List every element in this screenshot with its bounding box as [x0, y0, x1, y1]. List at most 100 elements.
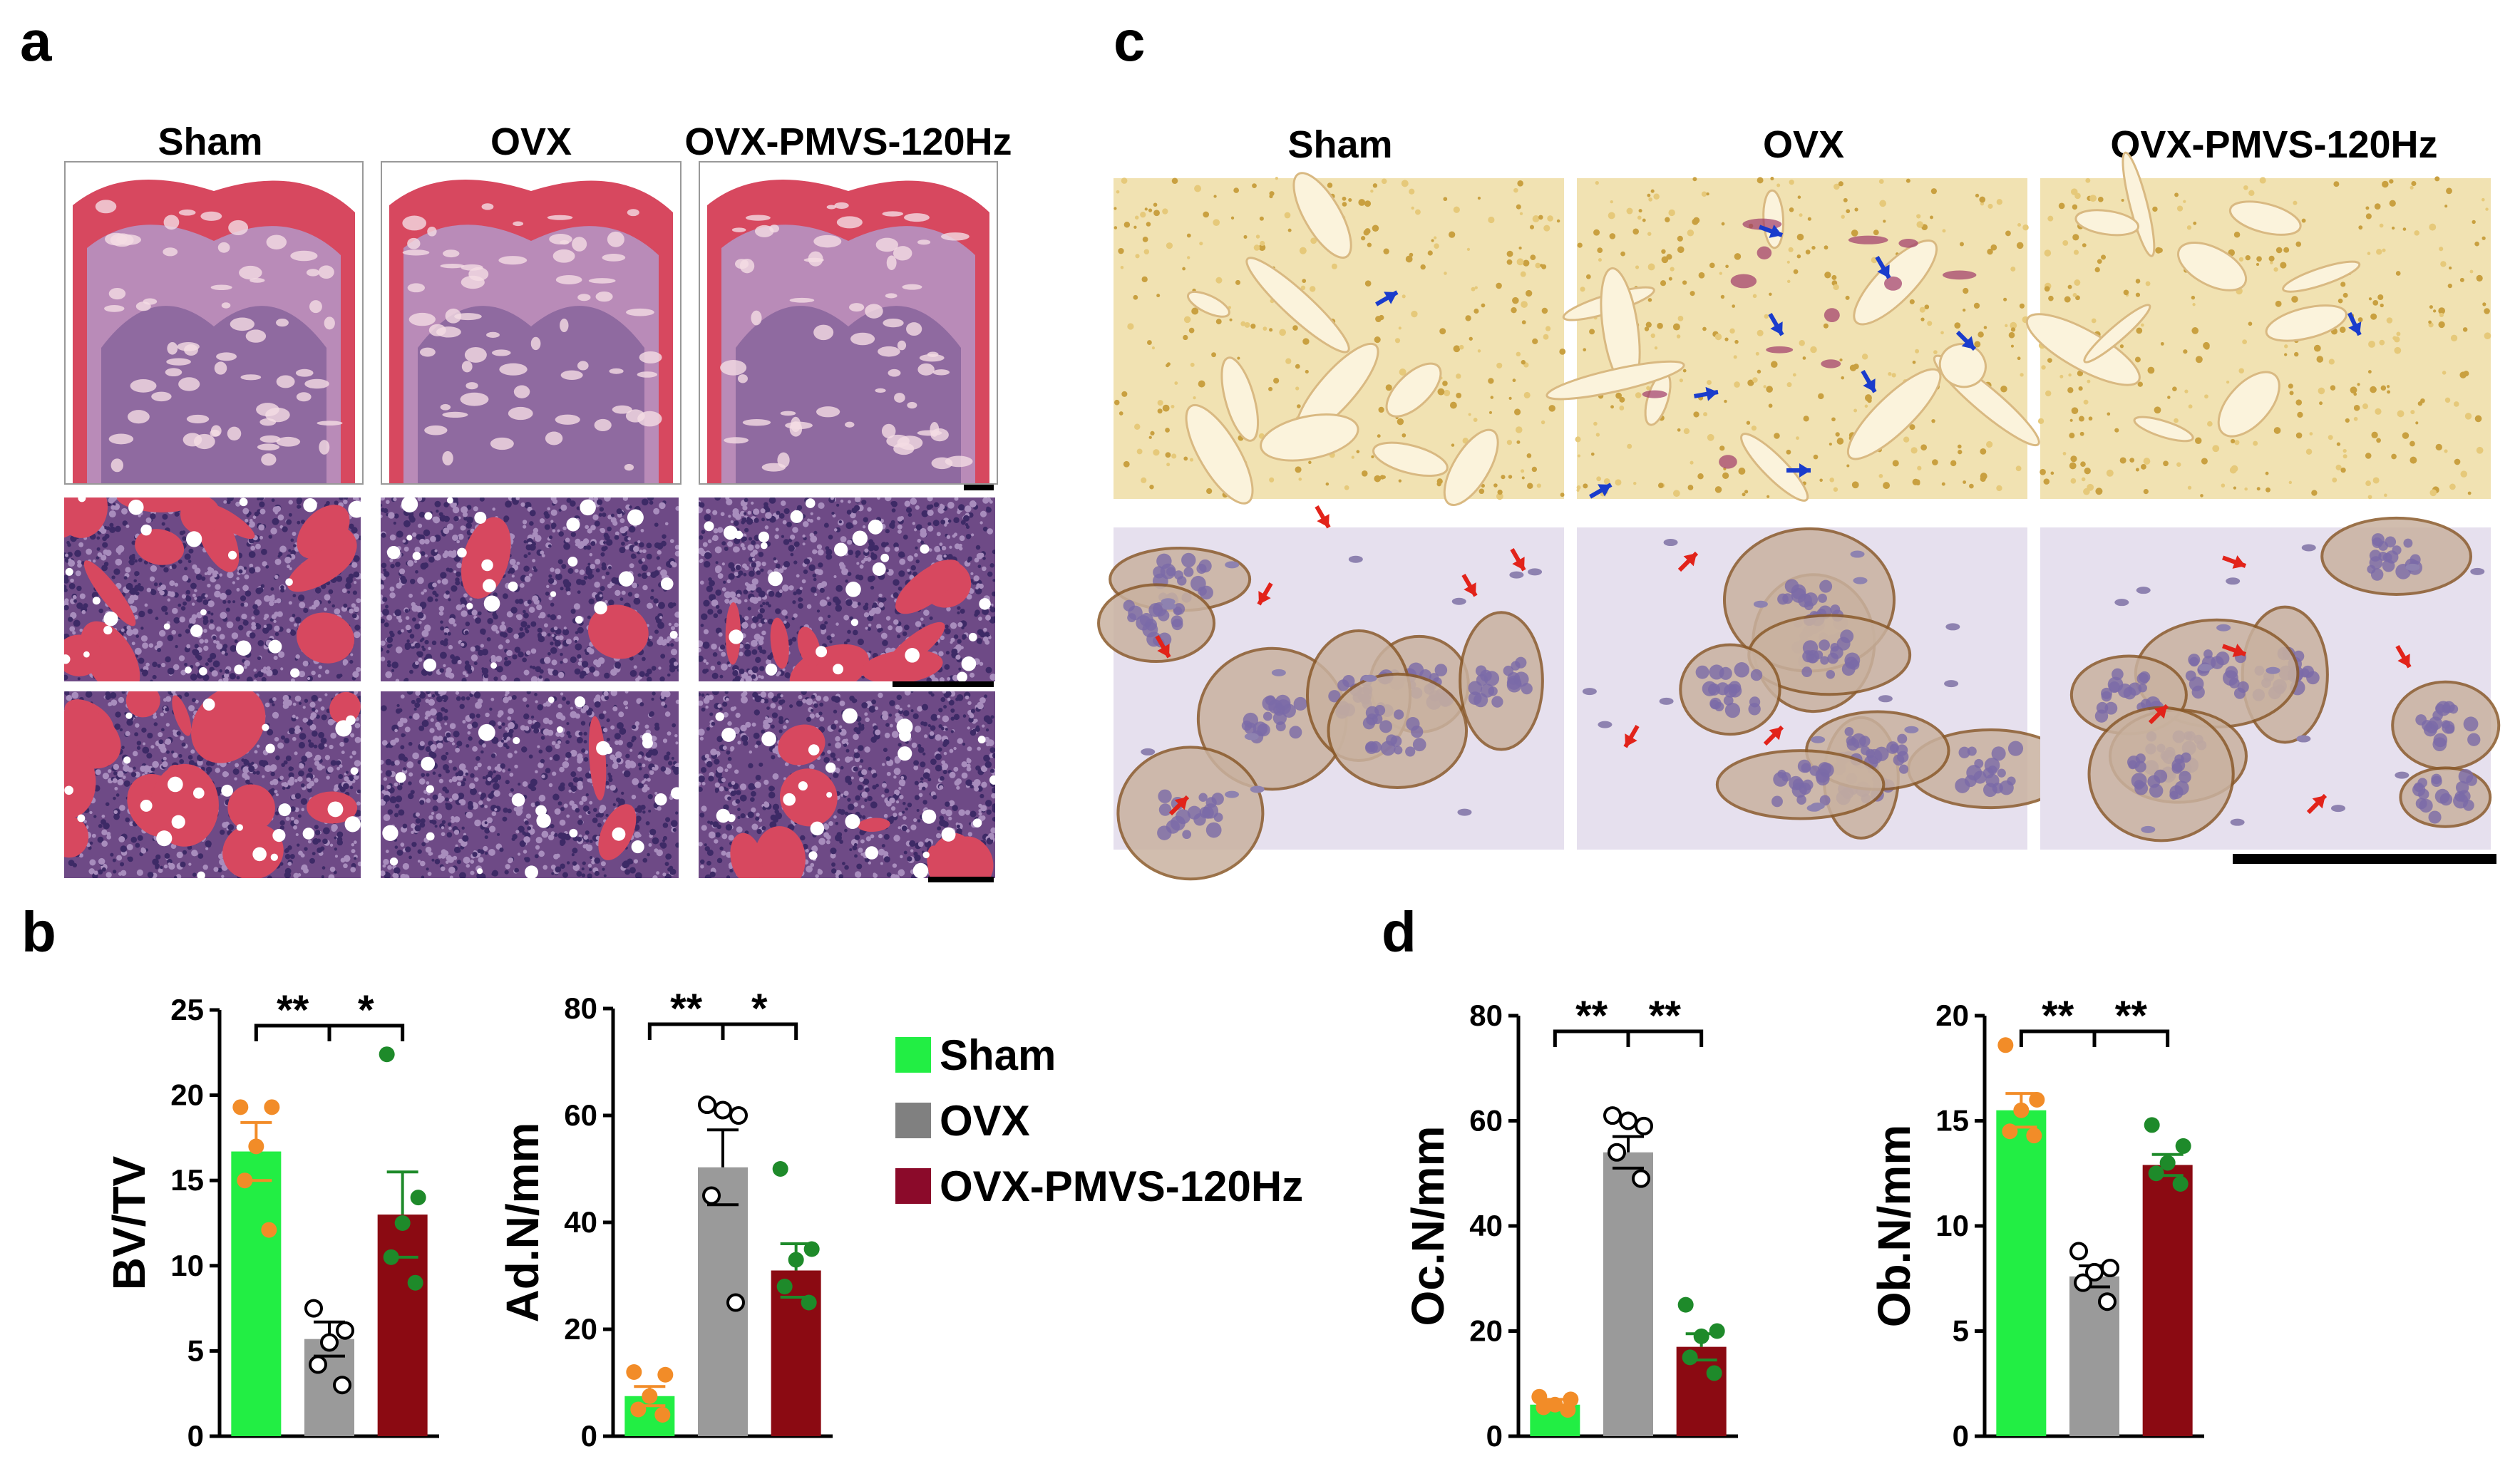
adipocyte-shape	[64, 785, 73, 795]
adipocyte-shape	[758, 531, 770, 542]
legend-swatch-sham	[895, 1037, 931, 1073]
adipocyte-shape	[168, 776, 183, 793]
trabecular-bone-shape	[287, 544, 356, 592]
data-point-ovx	[333, 1376, 351, 1395]
trabecular-bone-shape	[64, 497, 108, 538]
significance-bracket: **	[647, 986, 725, 1040]
data-point-pmvs	[1682, 1349, 1698, 1366]
adipocyte-shape	[513, 736, 520, 745]
data-point-pmvs	[394, 1215, 411, 1231]
adipocyte-shape	[382, 825, 398, 841]
data-point-ovx	[702, 1186, 721, 1205]
panel-a-label-sham: Sham	[158, 120, 263, 163]
adipocyte-shape	[466, 602, 473, 609]
trabecular-bone-shape	[770, 617, 789, 669]
significance-bracket: **	[254, 987, 331, 1041]
trabecular-bone-shape	[461, 517, 511, 599]
data-point-sham	[642, 1388, 658, 1404]
data-point-sham	[1997, 1037, 2014, 1053]
data-point-sham	[237, 1172, 253, 1189]
adipocyte-shape	[845, 814, 860, 830]
data-point-ovx	[698, 1095, 716, 1114]
adipocyte-shape	[574, 696, 586, 708]
adipocyte-shape	[810, 821, 825, 836]
trabecular-bone-shape	[730, 832, 763, 878]
significance-bracket: *	[721, 986, 798, 1040]
adipocyte-shape	[912, 862, 929, 878]
data-point-pmvs	[379, 1046, 395, 1063]
adipocyte-shape	[842, 708, 858, 724]
data-point-pmvs	[801, 1294, 817, 1311]
legend-swatch-pmvs	[895, 1168, 931, 1204]
bar-sham	[1996, 1110, 2047, 1436]
data-point-sham	[1536, 1399, 1552, 1416]
adipocyte-shape	[567, 557, 578, 567]
data-point-ovx	[309, 1355, 327, 1374]
y-tick-label: 20	[1469, 1314, 1503, 1348]
y-tick-label: 20	[1935, 999, 1969, 1032]
adipocyte-shape	[457, 547, 467, 558]
data-point-ovx	[726, 1293, 745, 1312]
bar-ovx-pmvs-120hz	[771, 1270, 821, 1436]
legend-item-sham: Sham	[895, 1026, 1303, 1083]
he-zoom-pmvs-image	[699, 497, 995, 681]
adipocyte-shape	[627, 509, 644, 526]
data-point-sham	[2013, 1102, 2030, 1118]
adipocyte-shape	[423, 658, 437, 672]
adipocyte-shape	[805, 498, 816, 508]
y-axis-label: Oc.N/mm	[1402, 1126, 1454, 1326]
adipocyte-shape	[979, 598, 991, 610]
bar-sham	[231, 1151, 282, 1436]
data-point-sham	[248, 1138, 264, 1155]
y-tick-label: 25	[170, 993, 204, 1026]
adipocyte-shape	[412, 552, 421, 561]
chart-ob-n-mm: 0 5 10 15 20 Ob.N/mm ** **	[1868, 993, 2204, 1453]
scale-bar-marrow	[928, 877, 994, 882]
adipocyte-shape	[833, 542, 848, 557]
panel-c-label-sham: Sham	[1287, 123, 1393, 166]
adipocyte-shape	[262, 723, 269, 731]
y-tick-label: 40	[564, 1205, 597, 1239]
data-point-pmvs	[776, 1279, 793, 1294]
adipocyte-shape	[476, 868, 483, 875]
adipocyte-shape	[631, 840, 644, 854]
adipocyte-shape	[905, 648, 920, 663]
panel-a-label-ovx: OVX	[490, 120, 572, 163]
trabecular-bone-shape	[895, 560, 961, 614]
trabecular-bone-shape	[135, 529, 185, 565]
adipocyte-shape	[550, 591, 557, 597]
adipocyte-shape	[186, 531, 202, 547]
adipocyte-shape	[303, 497, 317, 512]
significance-label: **	[277, 987, 309, 1033]
adipocyte-shape	[850, 619, 859, 627]
scale-bar-overview	[964, 485, 994, 490]
trabecular-bone-shape	[81, 621, 140, 681]
y-tick-label: 10	[170, 1249, 204, 1282]
legend-swatch-ovx	[895, 1103, 931, 1138]
adipocyte-shape	[723, 525, 738, 540]
data-point-pmvs	[1677, 1296, 1694, 1313]
significance-label: **	[2115, 993, 2148, 1039]
data-point-sham	[2026, 1128, 2042, 1144]
significance-bracket: **	[2019, 993, 2097, 1047]
adipocyte-shape	[265, 743, 275, 753]
significance-label: **	[670, 986, 703, 1032]
adipocyte-shape	[721, 727, 736, 742]
data-point-pmvs	[1693, 1328, 1709, 1344]
data-point-ovx	[1603, 1106, 1622, 1125]
data-point-ovx	[1635, 1116, 1653, 1135]
adipocyte-shape	[761, 542, 768, 550]
adipocyte-shape	[535, 805, 547, 817]
adipocyte-shape	[508, 581, 518, 592]
adipocyte-shape	[270, 853, 278, 861]
adipocyte-shape	[669, 631, 678, 639]
adipocyte-shape	[816, 646, 828, 658]
adipocyte-shape	[221, 784, 234, 797]
adipocyte-shape	[421, 756, 436, 771]
y-tick-label: 20	[170, 1078, 204, 1112]
data-point-sham	[2002, 1123, 2018, 1140]
data-point-ovx	[2074, 1273, 2092, 1292]
y-tick-label: 80	[564, 991, 597, 1025]
significance-label: **	[2042, 993, 2074, 1039]
